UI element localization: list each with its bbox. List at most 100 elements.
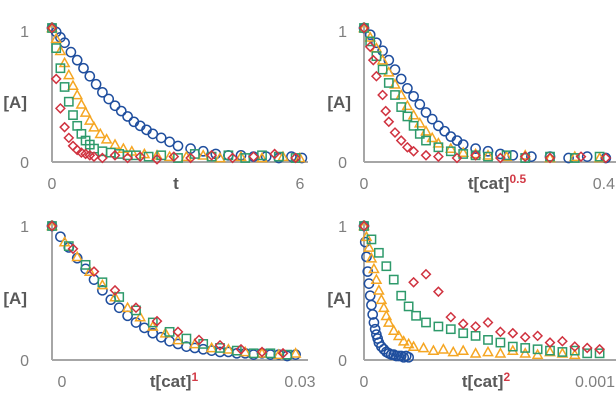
y-tick-min: 0 [20,155,29,172]
data-point-red-diamond [432,151,444,163]
data-point-orange-triangle [214,151,226,163]
data-point-red-diamond [358,220,370,232]
data-point-green-square [265,348,276,359]
data-point-orange-triangle [392,329,405,341]
data-point-red-diamond [370,70,382,82]
data-point-blue-circle [403,351,414,363]
data-point-orange-triangle [368,262,380,274]
y-tick-max: 1 [20,219,29,236]
data-point-red-diamond [401,141,413,153]
data-point-red-diamond [256,346,268,358]
data-point-green-square [131,150,141,161]
data-point-red-diamond [193,334,205,346]
data-point-green-square [458,328,469,339]
data-point-orange-triangle [256,151,268,163]
data-point-green-square [383,78,394,88]
data-points [46,219,302,362]
data-point-green-square [63,241,74,251]
data-point-orange-triangle [360,230,373,242]
data-point-orange-triangle [88,121,100,132]
data-point-green-square [445,146,456,157]
data-point-green-square [59,82,70,92]
data-point-red-diamond [420,268,432,280]
data-point-blue-circle [470,143,481,154]
data-point-orange-triangle [83,265,96,276]
data-point-green-square [231,345,242,356]
data-point-green-square [403,301,414,312]
data-point-orange-triangle [402,337,415,349]
x-tick-min: 0 [48,176,57,193]
data-point-green-square [458,149,469,159]
y-tick-max: 1 [338,219,347,236]
data-point-blue-circle [197,343,209,355]
data-point-orange-triangle [397,335,410,346]
data-point-blue-circle [122,111,133,122]
data-point-orange-triangle [94,127,107,139]
data-point-orange-triangle [62,68,75,80]
data-point-green-square [433,321,444,332]
data-point-red-diamond [269,148,281,160]
y-tick-max: 1 [20,24,29,41]
y-tick-min: 0 [20,353,29,370]
data-point-green-square [569,345,580,356]
data-point-blue-circle [147,327,159,339]
data-point-green-square [532,344,543,355]
panel-top-right: 1 0 [A] 0 0.4 t[cat]0.5 [327,21,616,193]
data-point-red-diamond [248,151,260,163]
data-point-orange-triangle [382,316,395,327]
data-point-blue-circle [84,70,96,82]
x-axis-label-text: t [173,174,179,193]
data-point-red-diamond [380,105,392,117]
data-point-orange-triangle [444,142,457,154]
data-point-red-diamond [367,54,379,66]
data-point-blue-circle [414,99,426,110]
data-point-red-diamond [63,132,75,144]
x-tick-max: 6 [296,176,305,193]
data-point-green-square [206,151,217,162]
y-axis-label: [A] [3,289,27,308]
data-point-red-diamond [389,127,401,138]
data-point-red-diamond [50,73,62,85]
data-point-red-diamond [227,152,239,164]
data-point-green-square [51,43,62,53]
data-point-red-diamond [364,41,376,53]
data-point-blue-circle [113,302,125,314]
data-point-green-square [408,120,419,131]
data-point-red-diamond [109,149,121,161]
data-point-orange-triangle [380,309,393,321]
data-point-blue-circle [368,317,380,328]
x-axis-label-exponent: 1 [191,370,198,384]
x-axis-label: t [173,174,179,193]
data-point-orange-triangle [79,106,92,117]
data-point-green-square [402,111,413,122]
data-point-orange-triangle [205,341,218,353]
data-point-red-diamond [544,337,556,349]
data-point-orange-triangle [370,273,383,285]
data-point-green-square [411,310,421,321]
data-point-green-square [520,343,531,353]
data-point-orange-triangle [387,324,400,335]
data-point-orange-triangle [71,250,84,262]
x-tick-min: 0 [360,176,369,193]
data-point-orange-triangle [382,66,395,77]
data-point-red-diamond [109,284,121,296]
data-point-green-square [181,333,192,344]
data-point-red-diamond [277,347,289,359]
data-point-blue-circle [364,29,376,41]
data-point-orange-triangle [420,125,432,136]
data-point-blue-circle [109,100,121,112]
data-point-red-diamond [575,151,587,163]
x-axis-label: t[cat]1 [150,370,199,391]
data-point-blue-circle [362,266,374,277]
data-point-red-diamond [206,149,218,161]
x-tick-min: 0 [58,374,67,391]
data-point-orange-triangle [457,146,470,158]
data-point-green-square [445,324,456,335]
data-point-red-diamond [214,339,226,351]
data-point-blue-circle [122,310,133,322]
data-point-red-diamond [290,152,302,164]
data-point-green-square [414,128,425,139]
data-point-green-square [557,347,568,357]
data-point-blue-circle [420,107,432,118]
